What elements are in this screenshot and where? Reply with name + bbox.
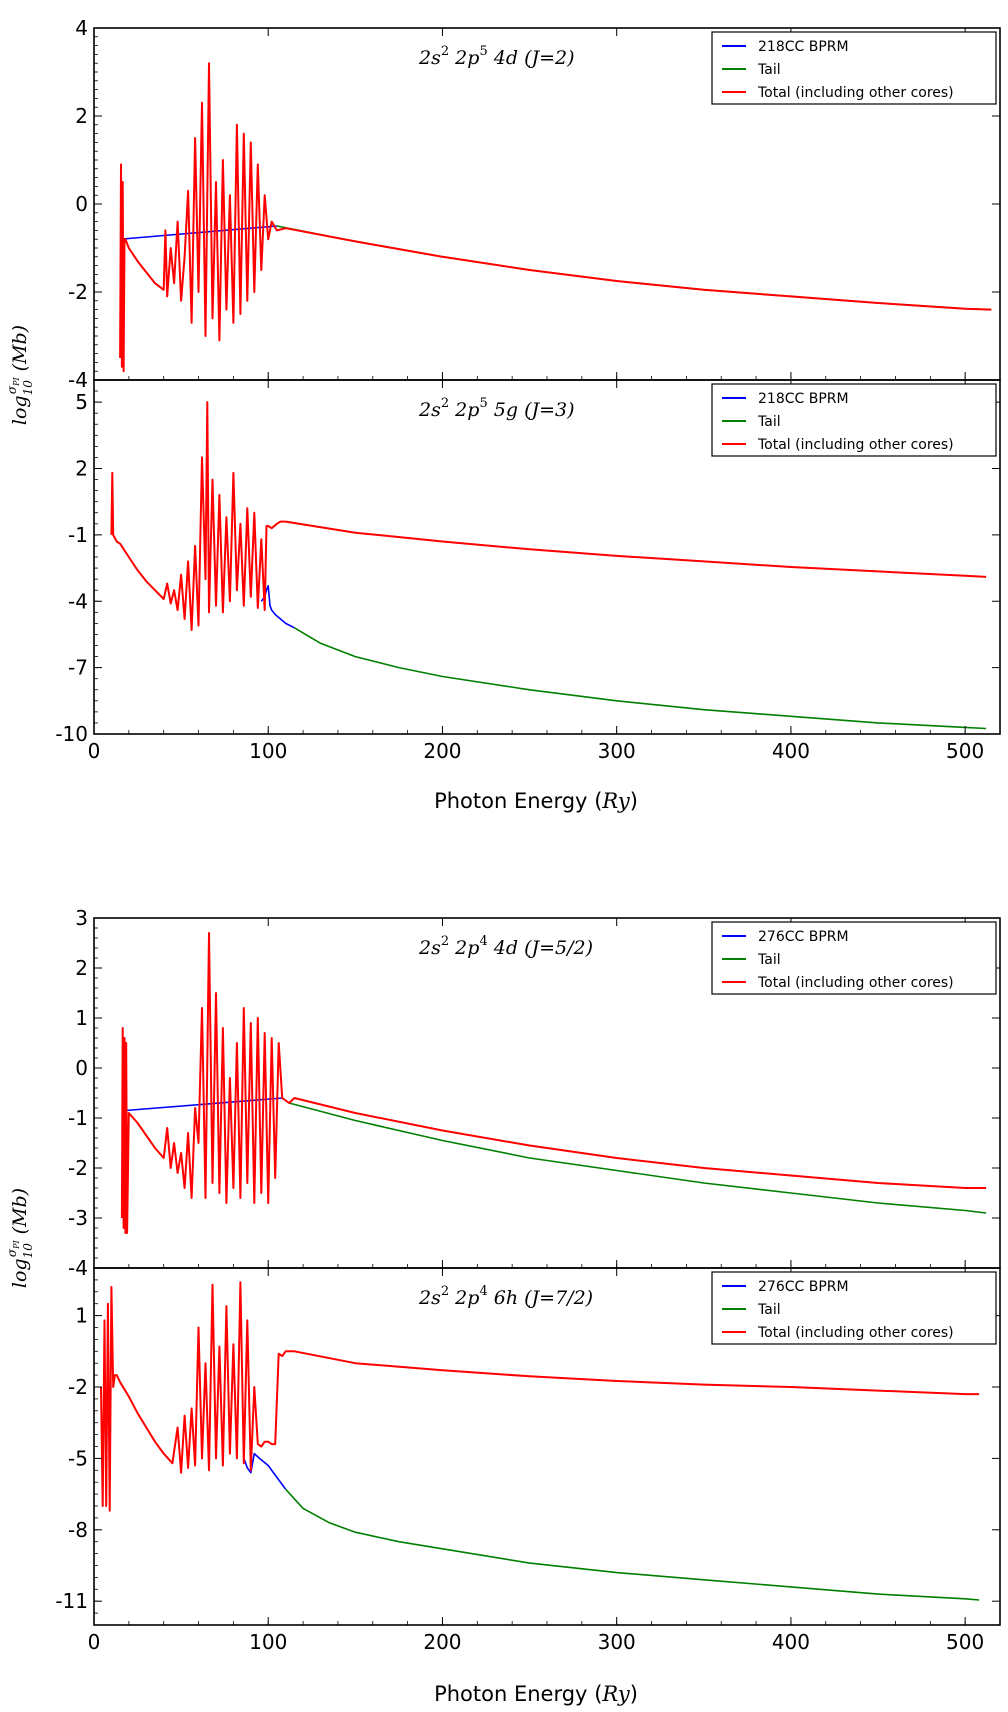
chart-panel-4: 0 100 200 300 400 500 -11 -8 -5 -2 1 2s2 2p4 6h (J=… (55, 1267, 1001, 1654)
series-line-2 (285, 1488, 980, 1601)
legend-box (711, 383, 997, 457)
legend-entry: 276CC BPRM (758, 929, 849, 945)
series-line-3 (110, 401, 987, 631)
y-tick-label: -7 (68, 656, 88, 680)
series-line-2 (293, 627, 987, 730)
y-tick-label: 2 (75, 956, 88, 980)
y-tick-label: -1 (68, 523, 88, 547)
legend-entry: Total (including other cores) (757, 85, 954, 101)
legend-box (711, 921, 997, 995)
legend-entry: 276CC BPRM (758, 1279, 849, 1295)
y-tick-label: -4 (68, 368, 88, 392)
y-tick-label: -5 (68, 1446, 88, 1470)
top-ylabel-text: log (9, 395, 31, 425)
svg-text:log10σPI(Mb): log10σPI (Mb) (5, 325, 35, 425)
y-tick-label: 3 (75, 906, 88, 930)
panel-label: 2s2 2p4 4d (J=5/2) (418, 934, 593, 959)
x-tick-label: 200 (423, 1630, 461, 1654)
panel-label: 2s2 2p5 4d (J=2) (418, 44, 575, 69)
series-line-3 (120, 932, 987, 1234)
y-tick-label: -3 (68, 1206, 88, 1230)
legend-entry: 218CC BPRM (758, 39, 849, 55)
top-ylabel-unit: (Mb) (9, 325, 31, 371)
top-ylabel-sup: σ (5, 385, 19, 394)
bottom-xlabel-text: Photon Energy (434, 1682, 587, 1706)
legend-entry: Tail (757, 952, 781, 968)
svg-text:Photon Energy (Ry): Photon Energy (Ry) (434, 789, 638, 813)
y-tick-label: -1 (68, 1106, 88, 1130)
bottom-ylabel-text: log (9, 1258, 31, 1288)
y-tick-label: 0 (75, 1056, 88, 1080)
legend-box (711, 31, 997, 105)
y-tick-label: 1 (75, 1006, 88, 1030)
chart-panel-1: -4 -2 0 2 4 2s2 2p5 4d (J=2) 218CC BPRM Tail Tot… (68, 16, 1001, 392)
top-xlabel-text: Photon Energy (434, 789, 587, 813)
x-tick-label: 300 (598, 739, 636, 763)
bottom-ylabel: log10σPI (Mb) (5, 1188, 35, 1288)
x-tick-label: 400 (772, 739, 810, 763)
y-tick-label: -4 (68, 589, 88, 613)
series-line-1 (243, 1452, 287, 1490)
chart-panel-2: 0 100 200 300 400 500 -10 -7 -4 -1 2 5 2s2 2p5 5g (J… (55, 379, 1001, 763)
legend-entry: Total (including other cores) (757, 437, 954, 453)
y-tick-label: 2 (75, 457, 88, 481)
legend-entry: Tail (757, 62, 781, 78)
legend: 276CC BPRM Tail Total (including other cor… (711, 1271, 997, 1345)
top-xlabel-unit: Ry (601, 789, 630, 813)
y-tick-label: 2 (75, 104, 88, 128)
series-line-3 (100, 1281, 980, 1512)
bottom-ylabel-sup: σ (5, 1248, 19, 1257)
legend: 218CC BPRM Tail Total (including other cor… (711, 383, 997, 457)
top-ylabel-sup-sub: PI (12, 377, 21, 387)
series-line-2 (288, 1102, 987, 1214)
bottom-ylabel-unit: (Mb) (9, 1188, 31, 1234)
x-tick-label: 0 (88, 1630, 101, 1654)
x-tick-label: 100 (249, 739, 287, 763)
series-line-2 (276, 225, 992, 311)
x-tick-label: 200 (423, 739, 461, 763)
bottom-xlabel-unit: Ry (601, 1682, 630, 1706)
x-tick-label: 400 (772, 1630, 810, 1654)
svg-text:Photon Energy (Ry): Photon Energy (Ry) (434, 1682, 638, 1706)
y-tick-label: -4 (68, 1256, 88, 1280)
x-tick-label: 500 (946, 1630, 984, 1654)
x-tick-label: 0 (88, 739, 101, 763)
y-tick-label: -2 (68, 280, 88, 304)
bottom-ylabel-sup-sub: PI (12, 1240, 21, 1250)
y-tick-label: -2 (68, 1156, 88, 1180)
panels: -4 -2 0 2 4 2s2 2p5 4d (J=2) 218CC BPRM Tail Tot… (55, 16, 1001, 1654)
panel-label: 2s2 2p5 5g (J=3) (418, 396, 575, 421)
y-tick-label: 5 (75, 390, 88, 414)
legend-entry: Tail (757, 414, 781, 430)
top-xlabel: Photon Energy (Ry) (434, 789, 638, 813)
x-tick-label: 500 (946, 739, 984, 763)
series-line-1 (120, 225, 277, 240)
legend-entry: Total (including other cores) (757, 1325, 954, 1341)
legend: 276CC BPRM Tail Total (including other cor… (711, 921, 997, 995)
series-line-3 (119, 62, 992, 373)
x-tick-label: 100 (249, 1630, 287, 1654)
y-tick-label: 0 (75, 192, 88, 216)
legend: 218CC BPRM Tail Total (including other cor… (711, 31, 997, 105)
legend-entry: Tail (757, 1302, 781, 1318)
bottom-xlabel: Photon Energy (Ry) (434, 1682, 638, 1706)
y-tick-label: 4 (75, 16, 88, 40)
y-tick-label: 1 (75, 1304, 88, 1328)
y-tick-label: -10 (55, 722, 88, 746)
top-ylabel: log10σPI (Mb) (5, 325, 35, 425)
svg-text:log10σPI(Mb): log10σPI (Mb) (5, 1188, 35, 1288)
y-tick-label: -11 (55, 1589, 88, 1613)
legend-box (711, 1271, 997, 1345)
panel-label: 2s2 2p4 6h (J=7/2) (418, 1284, 593, 1309)
y-tick-label: -8 (68, 1518, 88, 1542)
legend-entry: Total (including other cores) (757, 975, 954, 991)
top-ylabel-sub: 10 (21, 380, 35, 396)
x-tick-label: 300 (598, 1630, 636, 1654)
series-line-1 (260, 584, 295, 629)
chart-panel-3: -4 -3 -2 -1 0 1 2 3 2s2 2p4 4d (J=5/2) 276CC BPRM… (68, 906, 1001, 1280)
bottom-ylabel-sub: 10 (21, 1243, 35, 1259)
legend-entry: 218CC BPRM (758, 391, 849, 407)
y-tick-label: -2 (68, 1375, 88, 1399)
